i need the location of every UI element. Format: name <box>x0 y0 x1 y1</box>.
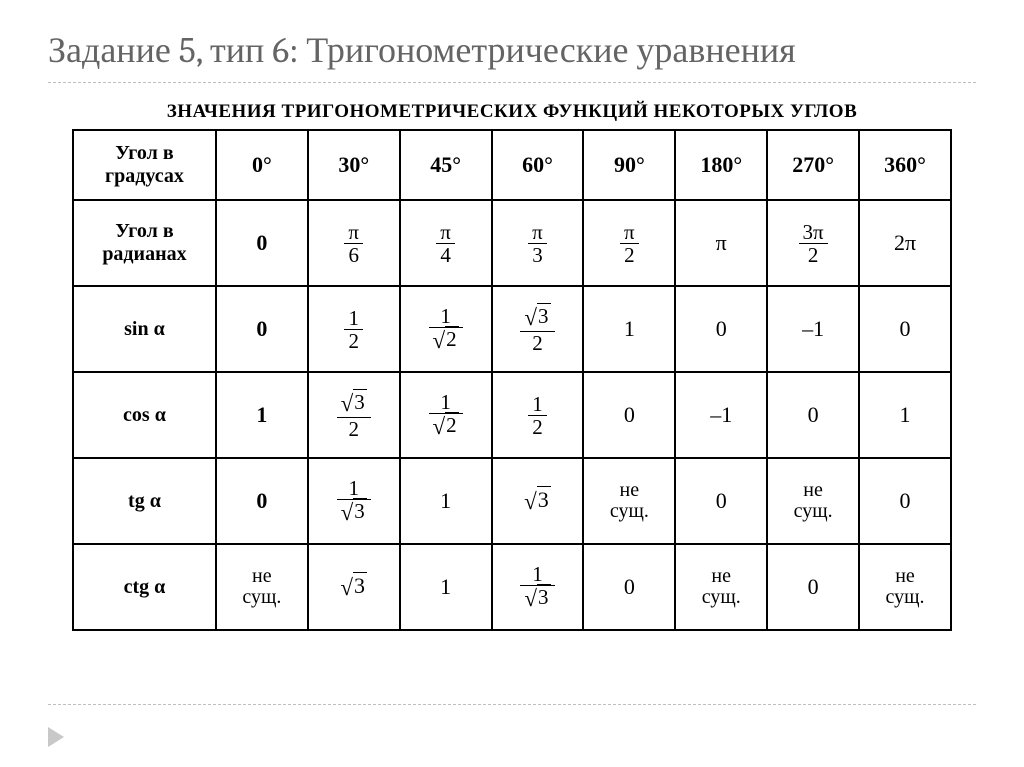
slide-title: Задание 5, тип 6: Тригонометрические ура… <box>48 30 976 72</box>
table-cell: 30° <box>308 130 400 200</box>
table-cell: π3 <box>492 200 584 286</box>
table-cell: 12 <box>492 372 584 458</box>
title-divider <box>48 82 976 83</box>
slide: Задание 5, тип 6: Тригонометрические ура… <box>0 0 1024 767</box>
table-cell: 1√2 <box>400 372 492 458</box>
table-cell: 0 <box>859 458 951 544</box>
row-header: Угол врадианах <box>73 200 216 286</box>
table-cell: 60° <box>492 130 584 200</box>
table-cell: √3 <box>308 544 400 630</box>
table-cell: 0 <box>216 286 308 372</box>
table-cell: 12 <box>308 286 400 372</box>
row-header: Угол вградусах <box>73 130 216 200</box>
table-cell: 0 <box>216 458 308 544</box>
table-cell: 360° <box>859 130 951 200</box>
table-cell: несущ. <box>216 544 308 630</box>
table-cell: 0 <box>675 458 767 544</box>
table-cell: 90° <box>583 130 675 200</box>
table-cell: 0 <box>859 286 951 372</box>
table-cell: 1 <box>216 372 308 458</box>
table-cell: π6 <box>308 200 400 286</box>
table-cell: π <box>675 200 767 286</box>
table-cell: несущ. <box>859 544 951 630</box>
table-cell: √3 <box>492 458 584 544</box>
table-cell: √32 <box>492 286 584 372</box>
table-row: Угол вградусах0°30°45°60°90°180°270°360° <box>73 130 951 200</box>
table-cell: 270° <box>767 130 859 200</box>
table-row: ctg αнесущ.√311√30несущ.0несущ. <box>73 544 951 630</box>
table-row: cos α1√321√2120–101 <box>73 372 951 458</box>
table-cell: 0 <box>675 286 767 372</box>
table-cell: 1 <box>859 372 951 458</box>
table-cell: 0 <box>767 544 859 630</box>
table-cell: 0 <box>216 200 308 286</box>
table-cell: несущ. <box>675 544 767 630</box>
table-caption: ЗНАЧЕНИЯ ТРИГОНОМЕТРИЧЕСКИХ ФУНКЦИЙ НЕКО… <box>72 101 952 123</box>
table-cell: √32 <box>308 372 400 458</box>
table-cell: π2 <box>583 200 675 286</box>
table-row: tg α01√31√3несущ.0несущ.0 <box>73 458 951 544</box>
row-header: cos α <box>73 372 216 458</box>
table-cell: 0 <box>767 372 859 458</box>
table-cell: –1 <box>675 372 767 458</box>
table-cell: 1 <box>400 544 492 630</box>
table-cell: 1√2 <box>400 286 492 372</box>
table-cell: несущ. <box>767 458 859 544</box>
trig-values-table: Угол вградусах0°30°45°60°90°180°270°360°… <box>72 129 952 631</box>
table-cell: 1 <box>583 286 675 372</box>
table-row: sin α0121√2√3210–10 <box>73 286 951 372</box>
table-cell: 0° <box>216 130 308 200</box>
table-container: ЗНАЧЕНИЯ ТРИГОНОМЕТРИЧЕСКИХ ФУНКЦИЙ НЕКО… <box>72 101 952 631</box>
table-cell: несущ. <box>583 458 675 544</box>
table-cell: 1 <box>400 458 492 544</box>
table-cell: 180° <box>675 130 767 200</box>
table-row: Угол врадианах0π6π4π3π2π3π22π <box>73 200 951 286</box>
row-header: ctg α <box>73 544 216 630</box>
table-cell: 3π2 <box>767 200 859 286</box>
table-cell: 1√3 <box>308 458 400 544</box>
table-cell: 2π <box>859 200 951 286</box>
table-cell: 0 <box>583 372 675 458</box>
row-header: sin α <box>73 286 216 372</box>
footer-divider <box>48 704 976 705</box>
table-cell: 1√3 <box>492 544 584 630</box>
next-arrow-icon[interactable] <box>48 727 64 747</box>
table-cell: –1 <box>767 286 859 372</box>
table-cell: 45° <box>400 130 492 200</box>
table-cell: 0 <box>583 544 675 630</box>
row-header: tg α <box>73 458 216 544</box>
table-cell: π4 <box>400 200 492 286</box>
